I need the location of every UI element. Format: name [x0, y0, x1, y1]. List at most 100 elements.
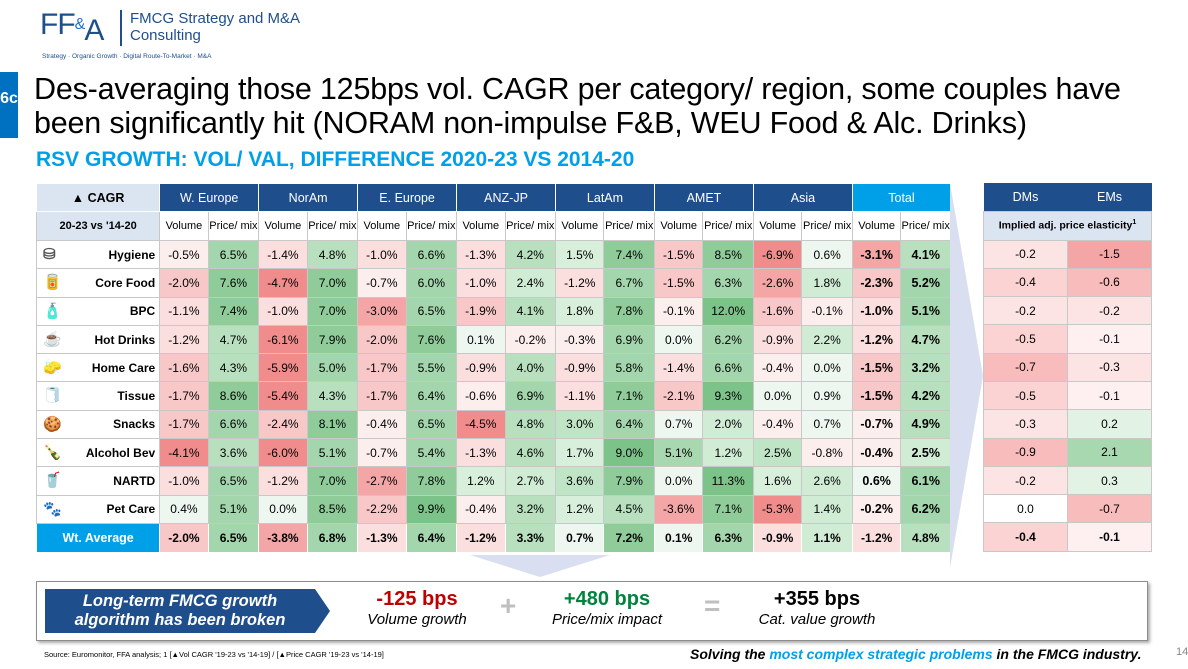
pet-icon: 🐾 — [43, 500, 62, 518]
price-mix-cell: 4.1% — [900, 239, 951, 270]
em-total-cell: -0.1 — [1067, 522, 1152, 553]
volume-cell: -3.6% — [653, 494, 704, 524]
volume-cell: -1.5% — [851, 353, 902, 383]
price-mix-cell: -0.2% — [504, 324, 557, 355]
soda-icon: 🥤 — [43, 472, 62, 490]
price-mix-cell: 7.4% — [207, 296, 260, 326]
table-row: 🍾 Alcohol Bev -4.1% 3.6% -6.0% 5.1% -0.7% 5.4% -… — [35, 438, 951, 468]
em-elasticity-cell: -0.1 — [1067, 380, 1152, 411]
volume-cell: 3.6% — [555, 466, 605, 496]
price-mix-cell: 4.1% — [504, 296, 557, 326]
dm-elasticity-cell: 0.0 — [983, 494, 1068, 524]
volume-cell: 0.0% — [653, 466, 704, 496]
price-mix-cell: 2.2% — [801, 324, 853, 355]
volume-cell: -1.6% — [159, 353, 209, 383]
volume-cell: -0.9% — [555, 353, 605, 383]
logo-mark: FF&A — [40, 8, 104, 47]
volume-cell: -1.2% — [258, 466, 308, 496]
em-elasticity-cell: -0.2 — [1067, 296, 1152, 326]
price-mix-cell: 4.2% — [504, 239, 557, 270]
dm-elasticity-cell: -0.7 — [983, 352, 1068, 382]
bottle-icon: 🍾 — [43, 444, 62, 462]
volume-cell: -4.5% — [456, 409, 506, 440]
table-row: 🍪 Snacks -1.7% 6.6% -2.4% 8.1% -0.4% 6.5% -4.5% 4… — [35, 409, 951, 440]
volume-cell: -6.0% — [258, 438, 308, 468]
price-mix-cell: 5.1% — [207, 494, 260, 524]
price-mix-cell: 4.8% — [306, 239, 359, 270]
wt-volume-cell: -2.0% — [159, 522, 209, 553]
spray-icon: 🧽 — [43, 359, 62, 377]
page-number: 14 — [1176, 646, 1188, 658]
price-mix-subheader: Price/ mix — [306, 211, 359, 241]
price-mix-cell: 7.1% — [603, 381, 655, 411]
volume-cell: 1.2% — [555, 494, 605, 524]
volume-cell: -0.2% — [851, 494, 902, 524]
volume-cell: -0.9% — [752, 324, 803, 355]
logo-company-name: FMCG Strategy and M&A Consulting — [130, 10, 300, 44]
wt-volume-cell: -1.3% — [357, 522, 407, 553]
price-mix-cell: 1.8% — [801, 268, 853, 298]
price-mix-cell: 6.5% — [207, 466, 260, 496]
volume-cell: 1.2% — [456, 466, 506, 496]
price-mix-cell: 6.7% — [603, 268, 655, 298]
table-row: 🥫 Core Food -2.0% 7.6% -4.7% 7.0% -0.7% 6.0% -1.… — [35, 268, 951, 298]
dm-elasticity-cell: -0.3 — [983, 409, 1068, 439]
elasticity-row: -0.2 -0.2 — [983, 296, 1152, 326]
price-mix-cell: 1.2% — [702, 438, 754, 468]
volume-cell: 0.1% — [456, 324, 506, 355]
price-mix-cell: 6.1% — [900, 466, 951, 496]
volume-cell: -0.4% — [752, 409, 803, 440]
volume-cell: -2.0% — [159, 268, 209, 298]
volume-cell: -0.4% — [851, 438, 902, 468]
volume-cell: -0.7% — [357, 438, 407, 468]
price-mix-cell: 12.0% — [702, 296, 754, 326]
price-mix-cell: -0.8% — [801, 438, 853, 468]
price-mix-cell: 0.9% — [801, 381, 853, 411]
price-mix-cell: 6.9% — [603, 324, 655, 355]
volume-cell: 1.7% — [555, 438, 605, 468]
volume-subheader: Volume — [653, 211, 704, 241]
price-mix-cell: 5.5% — [405, 353, 458, 383]
price-mix-cell: 2.5% — [900, 438, 951, 468]
period-header: 20-23 vs '14-20 — [35, 211, 161, 241]
volume-cell: 1.6% — [752, 466, 803, 496]
price-mix-cell: 5.2% — [900, 268, 951, 298]
price-mix-cell: 4.3% — [207, 353, 260, 383]
volume-cell: 0.6% — [851, 466, 902, 496]
tissue-roll-icon: 🧻 — [43, 387, 62, 405]
price-mix-subheader: Price/ mix — [603, 211, 655, 241]
price-mix-cell: 4.9% — [900, 409, 951, 440]
table-row: 🧽 Home Care -1.6% 4.3% -5.9% 5.0% -1.7% 5.5% -0.… — [35, 353, 951, 383]
price-mix-cell: 6.6% — [405, 239, 458, 270]
price-mix-cell: 4.8% — [504, 409, 557, 440]
volume-cell: -0.1% — [653, 296, 704, 326]
volume-cell: -1.0% — [456, 268, 506, 298]
ems-header: EMs — [1067, 183, 1152, 211]
volume-cell: -3.0% — [357, 296, 407, 326]
region-header-total: Total — [851, 183, 952, 212]
price-mix-cell: 7.0% — [306, 296, 359, 326]
wt-volume-cell: -1.2% — [456, 522, 506, 553]
elasticity-row: -0.2 0.3 — [983, 465, 1152, 496]
region-header-amet: AMET — [653, 183, 754, 212]
category-hygiene: ⛁ Hygiene — [35, 239, 161, 270]
volume-cell: -0.7% — [851, 409, 902, 440]
elasticity-row: -0.4 -0.6 — [983, 267, 1152, 298]
dm-total-cell: -0.4 — [983, 522, 1068, 553]
price-mix-cell: 4.7% — [207, 324, 260, 355]
coffee-icon: ☕ — [43, 330, 62, 348]
em-elasticity-cell: -0.6 — [1067, 267, 1152, 298]
elasticity-row: -0.9 2.1 — [983, 437, 1152, 467]
dm-elasticity-cell: -0.2 — [983, 239, 1068, 269]
volume-cell: -6.1% — [258, 324, 308, 355]
price-mix-cell: 5.1% — [306, 438, 359, 468]
volume-cell: 0.4% — [159, 494, 209, 524]
volume-cell: -1.7% — [159, 409, 209, 440]
price-mix-cell: 5.0% — [306, 353, 359, 383]
cosmetics-icon: 🧴 — [43, 302, 62, 320]
elasticity-row: -0.2 -1.5 — [983, 239, 1152, 269]
wt-price-mix-cell: 6.4% — [405, 522, 458, 553]
kpi-value: +355 bps Cat. value growth — [758, 588, 876, 628]
table-row: 🧻 Tissue -1.7% 8.6% -5.4% 4.3% -1.7% 6.4% -0.6% 6… — [35, 381, 951, 411]
dms-header: DMs — [983, 183, 1068, 211]
